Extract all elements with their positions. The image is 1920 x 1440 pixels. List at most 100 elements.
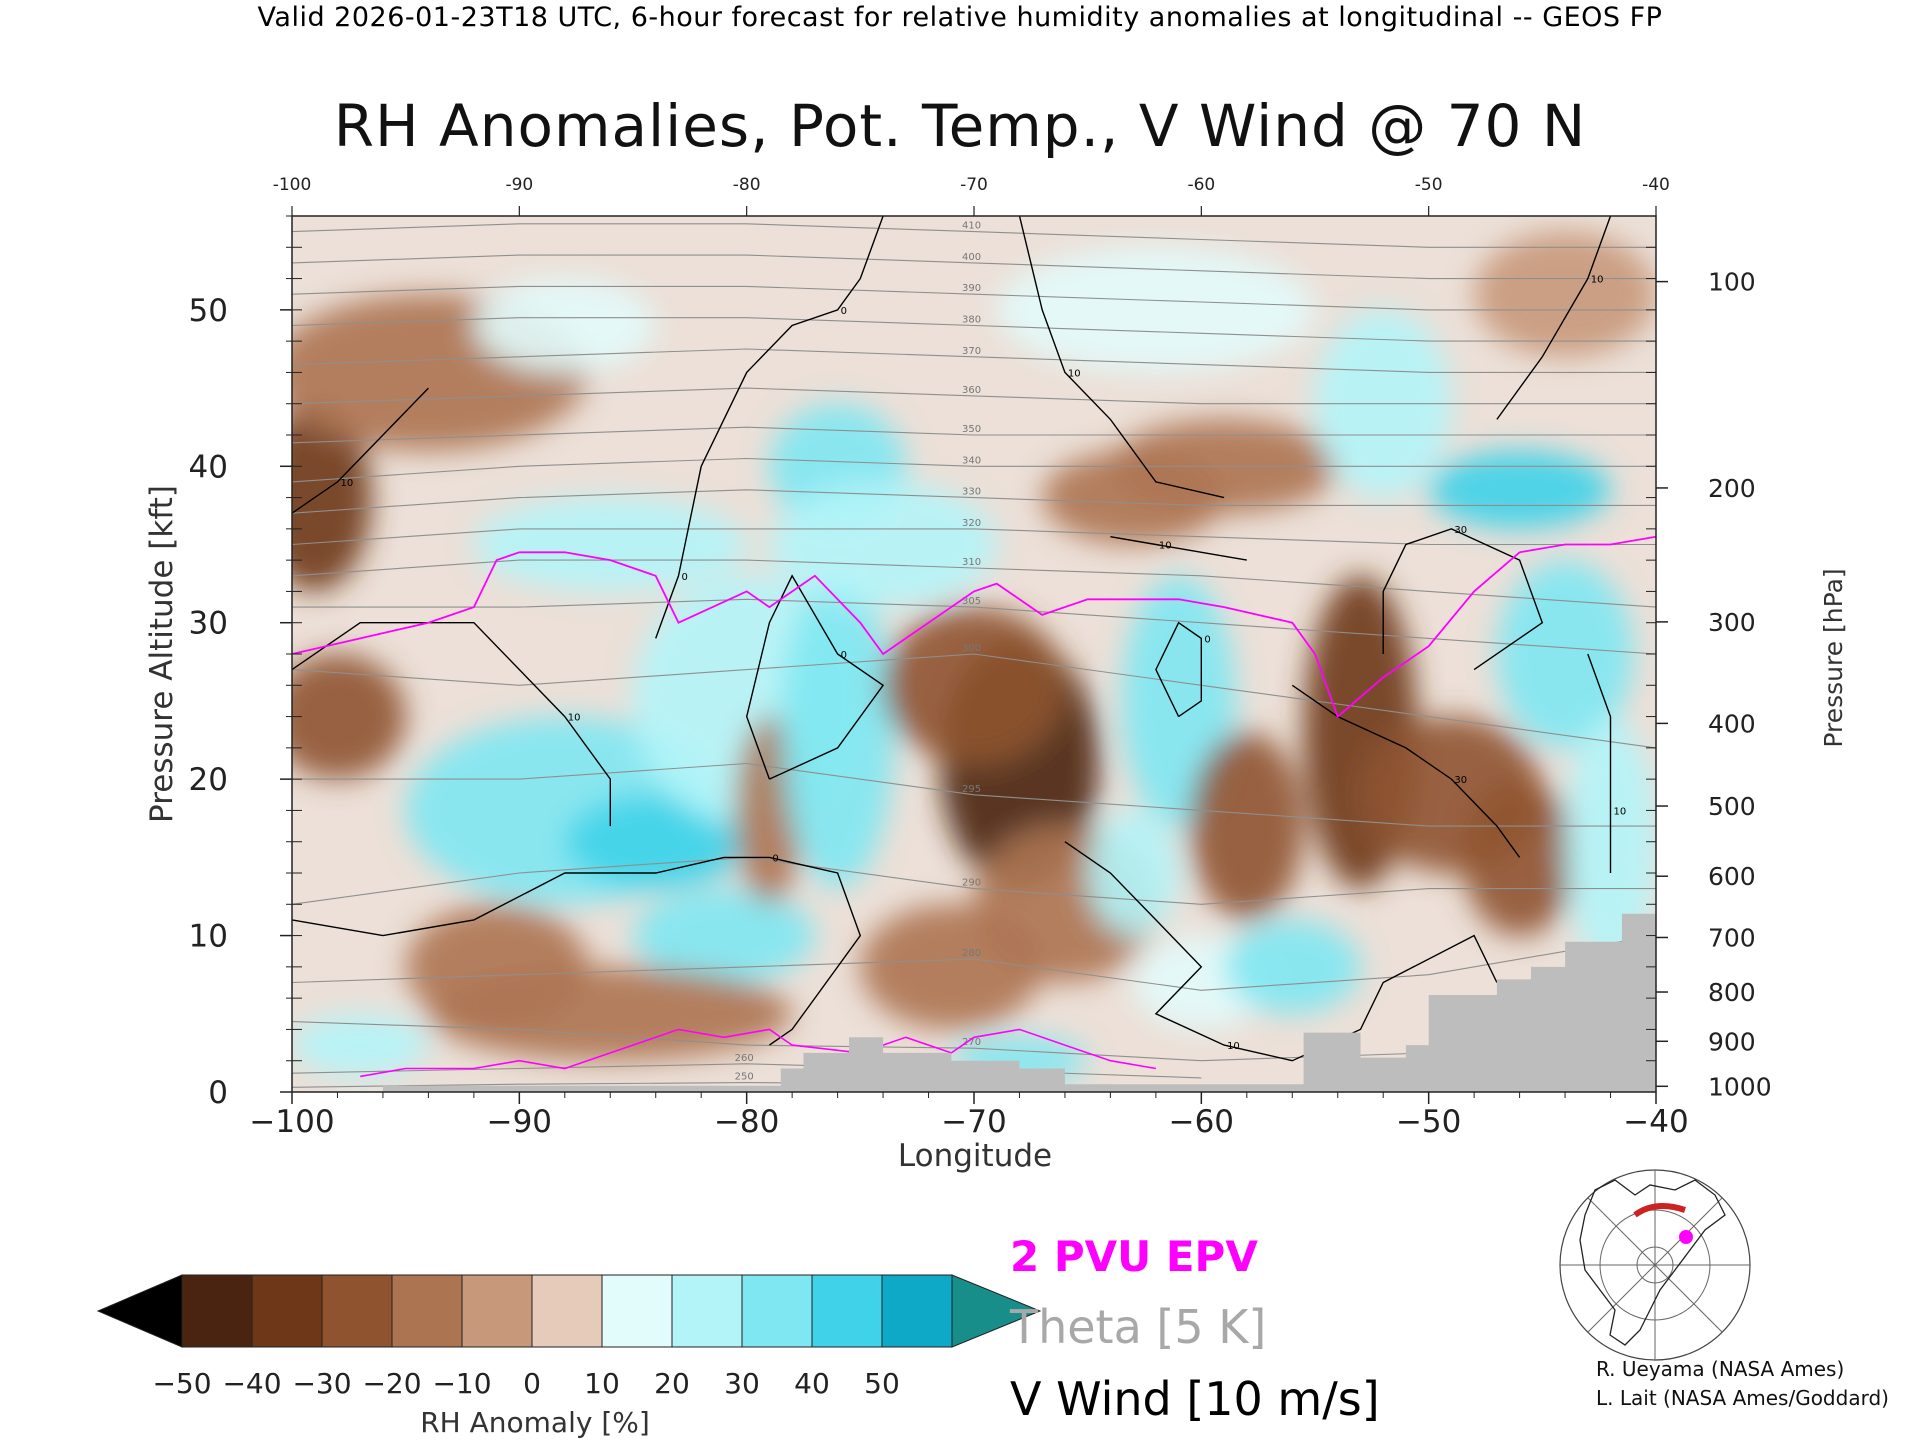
vwind-contour-line (1587, 653, 1612, 873)
colorbar-segment (251, 1274, 323, 1348)
vwind-contour-label: 10 (1227, 1041, 1240, 1052)
colorbar-segment (881, 1274, 953, 1348)
colorbar-segment (531, 1274, 603, 1348)
y-tick-label-right: 100 (1708, 268, 1756, 297)
theta-contour-label: 330 (962, 487, 981, 498)
theta-contour-label: 280 (962, 948, 981, 959)
vwind-contour-line (292, 387, 429, 514)
legend-vwind: V Wind [10 m/s] (1010, 1372, 1380, 1426)
theta-contour-line (292, 653, 1656, 749)
colorbar-segment (181, 1274, 253, 1348)
x-tick-label-top: -40 (1642, 175, 1670, 195)
x-tick-label: −60 (1169, 1104, 1234, 1140)
vwind-contour-line (1496, 216, 1612, 420)
x-tick-label: −100 (249, 1104, 334, 1140)
vwind-contour-line (655, 466, 702, 639)
theta-contour-line (292, 317, 1656, 342)
rh-anomaly-blob (473, 497, 747, 592)
colorbar-tick-label: 10 (584, 1367, 620, 1400)
theta-contour-line (292, 935, 1656, 991)
pvu-2-line (292, 535, 1656, 719)
theta-contour-line (292, 856, 1656, 905)
vwind-contour-label: 30 (1454, 525, 1467, 536)
vwind-contour-line (1064, 841, 1498, 1062)
colorbar-under-triangle (96, 1274, 183, 1348)
plot-area: 2502602702802902953003053103203303403503… (291, 215, 1657, 1093)
y-axis-label-right: Pressure [hPa] (1819, 568, 1848, 747)
theta-contour-line (292, 528, 1656, 546)
y-tick-label-right: 600 (1708, 862, 1756, 891)
vwind-contour-label: 10 (1614, 806, 1627, 817)
rh-anomaly-blob (1087, 810, 1179, 936)
colorbar-tick-label: −20 (362, 1367, 421, 1400)
theta-contour-line (292, 559, 1656, 608)
vwind-contour-line (745, 574, 885, 780)
theta-contour-label: 380 (962, 315, 981, 326)
rh-anomaly-blob (1042, 450, 1225, 545)
vwind-contour-line (292, 622, 611, 827)
pvu-2-line-lower (360, 1028, 1157, 1078)
theta-contour-label: 390 (962, 283, 981, 294)
colorbar-over-triangle (951, 1274, 1042, 1348)
colorbar-segment (671, 1274, 743, 1348)
theta-contour-line (292, 426, 1656, 444)
topography-fill (382, 913, 1656, 1092)
theta-contour-label: 310 (962, 557, 981, 568)
rh-anomaly-blob (1189, 732, 1304, 920)
vwind-contour-label: 0 (841, 306, 847, 317)
colorbar-segment (811, 1274, 883, 1348)
y-tick-label-right: 1000 (1708, 1072, 1772, 1101)
theta-contours: 2502602702802902953003053103203303403503… (292, 221, 1656, 1088)
y-tick-label-left: 50 (189, 293, 228, 329)
vwind-contour-label: 0 (772, 853, 778, 864)
theta-contour-line (292, 598, 1656, 655)
x-tick-label: −90 (487, 1104, 552, 1140)
vwind-contour-line (1291, 684, 1521, 858)
axes: −100 -100 −90 -90 −80 -80 −70 -70 −60 -60 −50 -50 −4… (144, 175, 1848, 1174)
vwind-contour-line (1110, 536, 1247, 561)
rh-anomaly-blob (633, 888, 815, 983)
y-axis-label-left: Pressure Altitude [kft] (144, 485, 180, 823)
theta-contour-label: 295 (962, 784, 981, 795)
theta-contour-line (292, 457, 1656, 483)
colorbar-tick-label: 40 (794, 1367, 830, 1400)
inset-coastline (1579, 1179, 1726, 1346)
legend-pvu: 2 PVU EPV (1010, 1232, 1258, 1281)
theta-contour-label: 360 (962, 385, 981, 396)
colorbar-segment (741, 1274, 813, 1348)
x-tick-label-top: -70 (960, 175, 988, 195)
vwind-contour-line (1155, 621, 1202, 718)
colorbar-segment (461, 1274, 533, 1348)
colorbar-segment (391, 1274, 463, 1348)
y-tick-label-right: 800 (1708, 978, 1756, 1007)
y-tick-label-left: 40 (189, 449, 228, 485)
rh-anomaly-blob (1474, 231, 1656, 357)
rh-anomaly-blob (860, 904, 1043, 1030)
x-tick-label-top: -90 (505, 175, 533, 195)
rh-anomaly-blob (1224, 919, 1361, 1014)
colorbar-tick-label: 0 (523, 1367, 541, 1400)
topography-mask (382, 913, 1656, 1092)
theta-contour-line (292, 387, 1656, 405)
colorbar-tick-label: 20 (654, 1367, 690, 1400)
vwind-contour-label: 10 (340, 478, 353, 489)
rh-anomaly-field (292, 231, 1656, 1085)
x-tick-label-top: -100 (273, 175, 312, 195)
theta-contour-label: 290 (962, 878, 981, 889)
colorbar-segment (321, 1274, 393, 1348)
y-tick-label-right: 300 (1708, 608, 1756, 637)
vwind-contour-label: 0 (841, 650, 847, 661)
colorbar: −50 −40 −30 −20 −10 0 10 20 30 40 50 RH Anomaly [%] (96, 1274, 1042, 1439)
pvu-line (292, 535, 1656, 1078)
y-tick-label-right: 700 (1708, 923, 1756, 952)
theta-contour-label: 320 (962, 518, 981, 529)
theta-contour-line (292, 285, 1656, 311)
y-tick-label-right: 200 (1708, 474, 1756, 503)
x-tick-label-top: -60 (1187, 175, 1215, 195)
theta-contour-label: 340 (962, 455, 981, 466)
vwind-contour-label: 10 (1159, 541, 1172, 552)
vwind-contour-line (1382, 528, 1544, 671)
colorbar-tick-label: −10 (432, 1367, 491, 1400)
y-tick-label-left: 20 (189, 762, 228, 798)
